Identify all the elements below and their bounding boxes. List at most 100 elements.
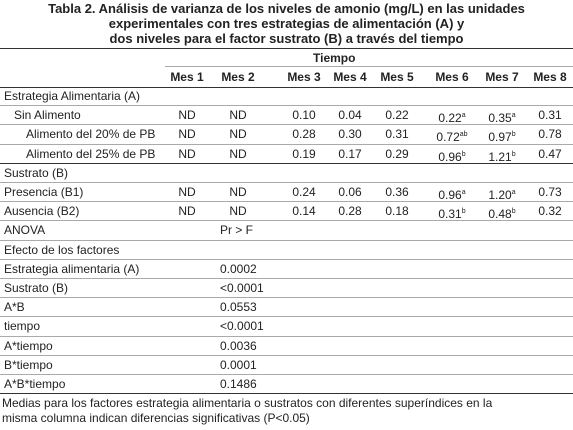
p-value: 0.1486 xyxy=(220,377,257,391)
rule xyxy=(0,316,573,318)
effect-label: A*B xyxy=(4,300,25,315)
anova-heading: Efecto de los factores xyxy=(4,242,120,257)
p-value: 0.0553 xyxy=(220,300,257,315)
rule xyxy=(0,335,573,337)
cell: ND xyxy=(178,108,196,123)
column-header: Mes 4 xyxy=(333,70,367,84)
superscript: a xyxy=(511,112,516,120)
effect-label: B*tiempo xyxy=(4,357,53,372)
cell-value: 1.21 xyxy=(488,149,512,164)
column-header: Mes 3 xyxy=(287,70,321,84)
cell-value: 0.22 xyxy=(438,111,462,126)
superscript: a xyxy=(511,189,516,196)
superscript: a xyxy=(461,112,466,120)
cell: ND xyxy=(229,146,247,161)
cell: 0.36 xyxy=(385,185,409,199)
column-header: Mes 1 xyxy=(170,70,204,84)
anova-label: ANOVA xyxy=(4,223,46,238)
title-line: Tabla 2. Análisis de varianza de los niv… xyxy=(48,1,525,16)
cell-value: 0.96 xyxy=(438,149,462,164)
cell: 0.32 xyxy=(538,204,562,219)
footnote: misma columna indican diferencias signif… xyxy=(2,411,310,426)
row-label: Alimento del 20% de PB xyxy=(26,127,156,142)
column-header: Mes 8 xyxy=(533,70,567,84)
rule xyxy=(0,124,573,126)
p-value: 0.0001 xyxy=(220,357,257,372)
cell-value: 0.96 xyxy=(438,188,462,202)
cell-value: 0.72 xyxy=(436,130,460,145)
cell: 0.73 xyxy=(538,185,562,199)
cell: 0.31 xyxy=(538,108,562,123)
cell: ND xyxy=(229,185,247,199)
cell-value: 0.97 xyxy=(488,130,512,145)
cell: ND xyxy=(178,127,196,142)
column-header: Mes 5 xyxy=(380,70,414,84)
cell: ND xyxy=(229,108,247,123)
rule xyxy=(0,105,573,107)
rule xyxy=(0,297,573,299)
cell: 0.22 xyxy=(385,108,409,123)
rule xyxy=(0,48,573,49)
cell: 0.47 xyxy=(538,146,562,161)
p-value: <0.0001 xyxy=(220,319,264,334)
cell-value: 0.35 xyxy=(488,111,512,126)
p-value: <0.0001 xyxy=(220,281,264,295)
row-label: Sustrato (B) xyxy=(4,165,69,180)
row-label: Alimento del 25% de PB xyxy=(26,146,156,161)
cell: 0.96a xyxy=(427,185,477,203)
effect-label: A*tiempo xyxy=(4,338,53,353)
title-line: dos niveles para el factor sustrato (B) … xyxy=(109,31,464,46)
row-label: Ausencia (B2) xyxy=(4,204,80,219)
cell: 0.31 xyxy=(385,127,409,142)
cell: 0.28 xyxy=(292,127,316,142)
rule xyxy=(0,354,573,356)
cell: 0.04 xyxy=(338,108,362,123)
column-header: Mes 7 xyxy=(485,70,519,84)
effect-label: tiempo xyxy=(4,319,41,334)
effect-label: A*B*tiempo xyxy=(4,377,66,391)
rule xyxy=(0,374,573,375)
footnote: Medias para los factores estrategia alim… xyxy=(2,396,493,411)
column-header: Mes 6 xyxy=(435,70,469,84)
cell: 0.22a xyxy=(427,108,477,126)
rule xyxy=(0,143,573,145)
anova-column: Pr > F xyxy=(220,223,254,238)
cell: 0.96b xyxy=(427,147,477,165)
cell: 0.35a xyxy=(477,108,527,126)
effect-label: Sustrato (B) xyxy=(4,281,69,295)
cell: 0.31b xyxy=(427,204,477,222)
p-value: 0.0002 xyxy=(220,261,257,276)
superscript: b xyxy=(511,208,516,216)
cell: 0.30 xyxy=(338,127,362,142)
cell: 0.10 xyxy=(292,108,316,123)
cell-value: 0.48 xyxy=(488,207,512,222)
cell: 0.06 xyxy=(338,185,362,199)
cell: ND xyxy=(178,204,196,219)
rule xyxy=(0,162,573,164)
cell: 1.20a xyxy=(477,185,527,203)
cell: 0.97b xyxy=(477,127,527,145)
cell: 0.28 xyxy=(338,204,362,219)
cell: 0.18 xyxy=(385,204,409,219)
cell: ND xyxy=(178,146,196,161)
rule xyxy=(0,278,573,279)
row-label: Estrategia Alimentaria (A) xyxy=(4,89,141,103)
rule xyxy=(165,66,573,67)
cell: 0.14 xyxy=(292,204,316,219)
column-header: Mes 2 xyxy=(221,70,255,84)
cell: ND xyxy=(229,127,247,142)
superscript: ab xyxy=(459,131,468,139)
rule xyxy=(0,220,573,222)
superscript: b xyxy=(511,131,516,139)
cell-value: 1.20 xyxy=(488,188,512,202)
cell: 0.72ab xyxy=(427,127,477,145)
rule xyxy=(0,87,573,88)
p-value: 0.0036 xyxy=(220,338,257,353)
cell: ND xyxy=(229,204,247,219)
superscript: b xyxy=(511,150,516,158)
superscript: a xyxy=(461,189,466,196)
cell-value: 0.31 xyxy=(438,207,462,222)
cell: 0.29 xyxy=(385,146,409,161)
rule xyxy=(0,258,573,260)
